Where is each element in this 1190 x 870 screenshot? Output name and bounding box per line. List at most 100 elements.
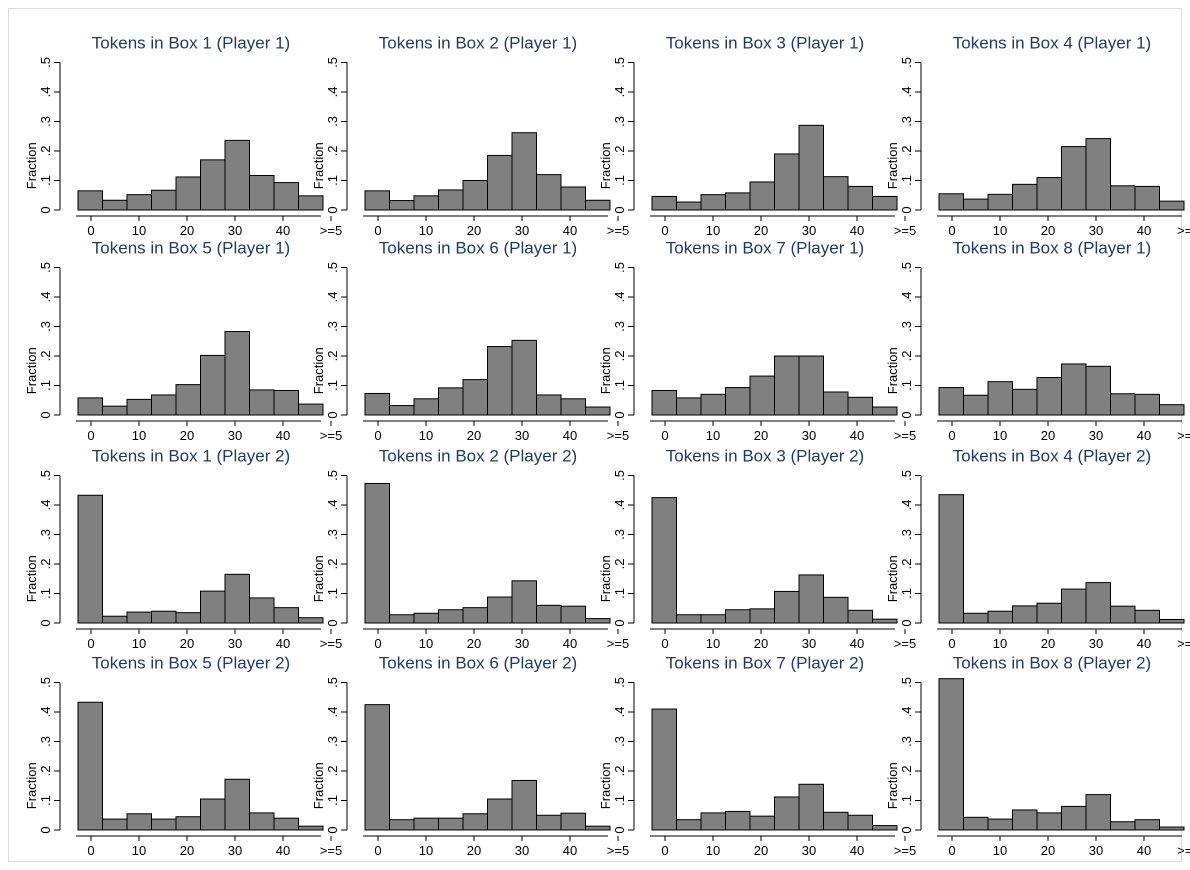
- x-tick-label: 20: [754, 428, 768, 443]
- histogram-bar: [175, 816, 201, 831]
- histogram-bar: [102, 199, 128, 211]
- y-tick-label: .1: [325, 175, 340, 186]
- x-tick-label: 40: [276, 843, 290, 858]
- histogram-bar: [725, 192, 751, 211]
- histogram-bar: [389, 405, 415, 416]
- x-tick-label: 20: [467, 843, 481, 858]
- x-tick-label: 40: [563, 223, 577, 238]
- histogram-bar: [175, 384, 201, 416]
- histogram-bar: [1061, 363, 1087, 416]
- histogram-bar: [298, 195, 324, 211]
- histogram-bar: [963, 394, 989, 416]
- histogram-bar: [536, 394, 562, 416]
- y-tick-label: .4: [38, 500, 53, 511]
- histogram-bar: [364, 190, 390, 211]
- x-tick-label: 40: [1137, 223, 1151, 238]
- x-tick-label: 10: [706, 428, 720, 443]
- histogram-bar: [1061, 588, 1087, 624]
- x-tick-label: 20: [467, 636, 481, 651]
- histogram-bar: [77, 397, 103, 416]
- histogram-bar: [1134, 185, 1160, 211]
- y-tick-label: .4: [612, 292, 627, 303]
- x-tick-label: >=5: [894, 636, 916, 651]
- histogram-bar: [823, 176, 849, 211]
- histogram-panel: Tokens in Box 6 (Player 1) 0 .1 .2 .3 .4 .5 Fra…: [311, 239, 629, 444]
- y-tick-label: .2: [612, 146, 627, 157]
- x-tick-label: 20: [180, 223, 194, 238]
- histogram-bar: [872, 195, 898, 211]
- y-tick-label: .4: [38, 707, 53, 718]
- x-tick-label: >=5: [320, 223, 342, 238]
- x-tick-label: >=5: [894, 428, 916, 443]
- histogram-bar: [585, 825, 611, 831]
- histogram-bar: [651, 390, 677, 416]
- histogram-bar: [1110, 185, 1136, 211]
- panel-title: Tokens in Box 4 (Player 2): [953, 447, 1151, 466]
- y-tick-label: .1: [612, 175, 627, 186]
- y-tick-label: .5: [38, 677, 53, 688]
- histogram-bar: [749, 815, 775, 831]
- histogram-bar: [511, 339, 537, 416]
- panel-title: Tokens in Box 3 (Player 2): [666, 447, 864, 466]
- histogram-bar: [249, 389, 275, 416]
- x-tick-label: 20: [754, 636, 768, 651]
- x-tick-label: 20: [180, 428, 194, 443]
- x-tick-label: 40: [1137, 843, 1151, 858]
- histogram-bar: [798, 783, 824, 831]
- histogram-bar: [1159, 826, 1185, 831]
- histogram-bar: [823, 811, 849, 831]
- histogram-bar: [1085, 138, 1111, 211]
- x-tick-label: 0: [87, 636, 94, 651]
- y-tick-label: .3: [612, 321, 627, 332]
- histogram-bar: [676, 397, 702, 416]
- histogram-bar: [487, 154, 513, 211]
- histogram-bar: [1159, 200, 1185, 211]
- y-axis-label: Fraction: [311, 762, 326, 809]
- panel-title: Tokens in Box 7 (Player 2): [666, 654, 864, 673]
- y-tick-label: .5: [612, 470, 627, 481]
- histogram-bar: [798, 574, 824, 624]
- x-tick-label: 0: [661, 223, 668, 238]
- y-tick-label: .1: [38, 795, 53, 806]
- histogram-bar: [511, 132, 537, 211]
- histogram-bar: [651, 708, 677, 831]
- histogram-bar: [224, 139, 250, 211]
- x-tick-label: 10: [993, 223, 1007, 238]
- y-axis-label: Fraction: [598, 142, 613, 189]
- x-tick-label: 10: [132, 843, 146, 858]
- x-tick-label: 0: [374, 428, 381, 443]
- x-tick-label: 0: [374, 843, 381, 858]
- panel-title: Tokens in Box 8 (Player 2): [953, 654, 1151, 673]
- y-axis-label: Fraction: [311, 555, 326, 602]
- y-tick-label: .1: [325, 795, 340, 806]
- histogram-bar: [823, 596, 849, 624]
- histogram-bar: [77, 190, 103, 211]
- histogram-bar: [749, 181, 775, 211]
- x-tick-label: 10: [132, 428, 146, 443]
- y-tick-label: .5: [899, 470, 914, 481]
- y-tick-label: .2: [325, 559, 340, 570]
- histogram-bar: [987, 193, 1013, 211]
- histogram-bar: [487, 596, 513, 624]
- panel-title: Tokens in Box 4 (Player 1): [953, 34, 1151, 53]
- histogram-panel: Tokens in Box 2 (Player 1) 0 .1 .2 .3 .4 .5 Fra…: [311, 34, 629, 239]
- histogram-bar: [413, 195, 439, 211]
- y-tick-label: .1: [612, 380, 627, 391]
- x-tick-label: 0: [948, 843, 955, 858]
- histogram-bar: [438, 609, 464, 624]
- x-tick-label: 10: [419, 428, 433, 443]
- histogram-bar: [200, 798, 226, 831]
- y-tick-label: .1: [899, 380, 914, 391]
- y-tick-label: .5: [38, 470, 53, 481]
- y-tick-label: 0: [38, 411, 53, 418]
- histogram-bar: [102, 615, 128, 624]
- x-tick-label: 30: [802, 636, 816, 651]
- histogram-bar: [774, 590, 800, 624]
- histogram-bar: [364, 482, 390, 624]
- y-axis-label: Fraction: [885, 762, 900, 809]
- x-tick-label: 10: [419, 636, 433, 651]
- histogram-bar: [249, 597, 275, 624]
- y-tick-label: .4: [325, 707, 340, 718]
- histogram-bar: [1061, 805, 1087, 831]
- histogram-bar: [774, 153, 800, 211]
